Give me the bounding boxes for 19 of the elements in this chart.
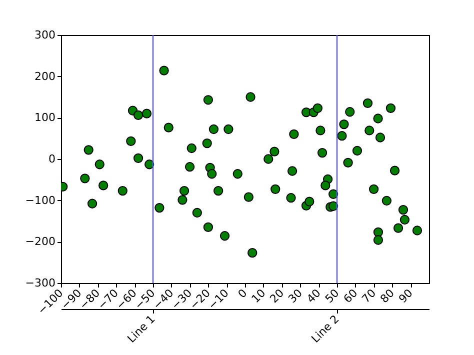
x-tick-label: 50 bbox=[322, 286, 342, 306]
x-tick-label: 30 bbox=[286, 286, 305, 306]
x-tick-label: 20 bbox=[267, 286, 287, 306]
y-tick-label: −100 bbox=[25, 194, 56, 207]
y-tick-label: 0 bbox=[48, 152, 56, 166]
y-tick-label: 300 bbox=[34, 28, 56, 42]
x-tick-label: 90 bbox=[396, 286, 416, 306]
x-tick-label: 10 bbox=[249, 286, 268, 306]
x-tick-label: 80 bbox=[378, 286, 397, 306]
x-tick-label: 40 bbox=[304, 286, 324, 306]
y-tick-label: −300 bbox=[25, 276, 56, 290]
ref-line-label: Line 1 bbox=[124, 312, 158, 346]
ref-line-label: Line 2 bbox=[308, 312, 342, 346]
y-tick-label: 100 bbox=[34, 111, 56, 124]
x-tick-label: 70 bbox=[359, 286, 379, 306]
x-tick-label: 60 bbox=[341, 286, 360, 306]
y-tick-label: 200 bbox=[34, 70, 56, 83]
x-tick-label: 0 bbox=[236, 286, 250, 301]
y-tick-label: −200 bbox=[25, 235, 56, 248]
